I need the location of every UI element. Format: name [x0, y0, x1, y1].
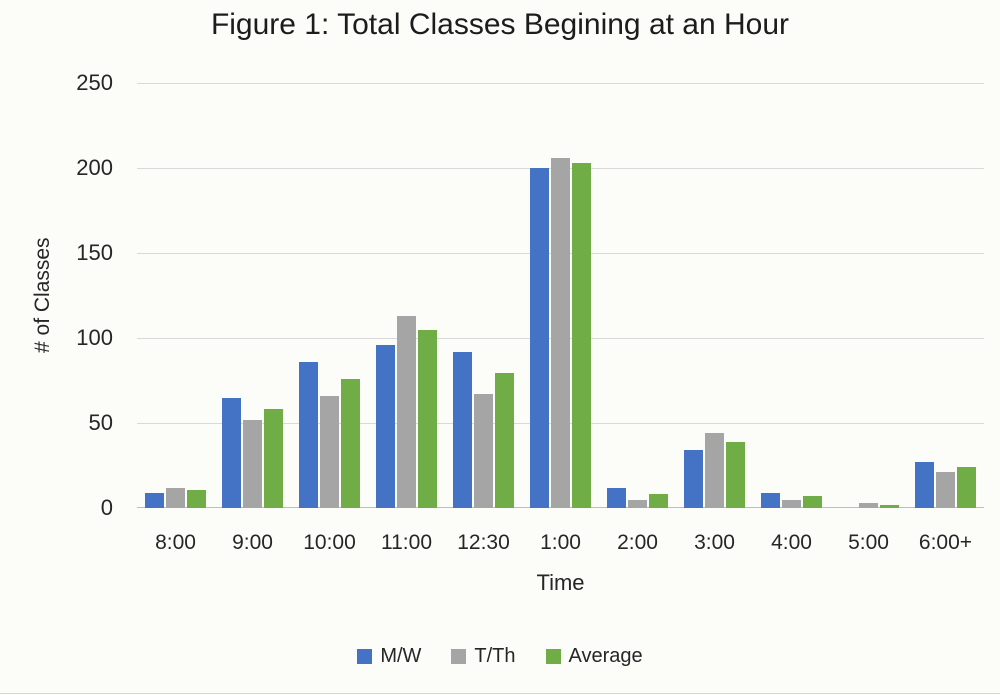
gridline: [137, 83, 984, 84]
bar-group-9-00: [214, 83, 291, 508]
bar-t-th-8-00: [166, 487, 185, 508]
bar-group-11-00: [368, 83, 445, 508]
y-tick-label: 50: [88, 410, 113, 435]
x-tick-label: 9:00: [232, 531, 273, 554]
y-tick-label: 150: [76, 240, 113, 265]
bar-group-6-00: [907, 83, 984, 508]
bar-m-w-1-00: [530, 168, 549, 508]
y-tick-labels: 0 50 100 150 200 250: [0, 72, 113, 519]
bar-average-11-00: [418, 330, 437, 508]
bar-t-th-12-30: [474, 394, 493, 508]
bar-average-2-00: [649, 493, 668, 508]
bar-group-5-00: [830, 83, 907, 508]
bar-group-4-00: [753, 83, 830, 508]
legend-swatch-t-th: [451, 648, 467, 664]
bar-t-th-3-00: [705, 433, 724, 508]
legend-item-m-w: M/W: [357, 645, 421, 668]
bar-average-12-30: [495, 372, 514, 508]
bar-m-w-2-00: [607, 487, 626, 508]
bar-t-th-2-00: [628, 499, 647, 508]
bar-m-w-10-00: [299, 361, 318, 508]
bar-m-w-8-00: [145, 492, 164, 508]
bar-m-w-12-30: [453, 351, 472, 508]
bar-m-w-4-00: [761, 492, 780, 508]
x-tick-label: 8:00: [155, 531, 196, 554]
bar-group-2-00: [599, 83, 676, 508]
bar-t-th-5-00: [859, 502, 878, 508]
x-tick-labels: 8:00 9:00 10:00 11:00 12:30 1:00 2:00 3:00 4:00 5…: [137, 530, 984, 556]
bar-group-1-00: [522, 83, 599, 508]
y-tick-label: 100: [76, 325, 113, 350]
bar-average-1-00: [572, 162, 591, 508]
bar-t-th-10-00: [320, 395, 339, 508]
bar-t-th-1-00: [551, 157, 570, 508]
bar-average-3-00: [726, 441, 745, 508]
bar-average-5-00: [880, 505, 899, 508]
chart-title: Figure 1: Total Classes Begining at an H…: [210, 8, 790, 41]
bar-average-8-00: [187, 490, 206, 508]
bar-m-w-6-00: [915, 462, 934, 508]
bar-group-12-30: [445, 83, 522, 508]
legend-label: T/Th: [474, 644, 516, 667]
x-tick-label: 10:00: [303, 531, 356, 554]
x-tick-label: 1:00: [540, 531, 581, 554]
legend-label: Average: [568, 644, 643, 667]
legend: M/W T/Th Average: [0, 638, 1000, 674]
bar-m-w-9-00: [222, 397, 241, 508]
bar-group-8-00: [137, 83, 214, 508]
bar-t-th-6-00: [936, 472, 955, 508]
bar-group-10-00: [291, 83, 368, 508]
x-tick-label: 6:00+: [918, 531, 973, 554]
legend-item-t-th: T/Th: [451, 644, 516, 668]
bar-average-6-00: [957, 467, 976, 508]
x-tick-label: 11:00: [381, 531, 432, 554]
x-tick-label: 2:00: [617, 531, 658, 554]
plot-area: [137, 83, 984, 508]
image-bottom-border: [0, 693, 1000, 694]
y-tick-label: 250: [76, 70, 113, 95]
y-tick-label: 0: [100, 495, 113, 520]
legend-item-average: Average: [545, 644, 643, 668]
bar-average-9-00: [264, 408, 283, 508]
bar-average-4-00: [803, 496, 822, 508]
bar-m-w-3-00: [684, 450, 703, 508]
legend-swatch-m-w: [357, 648, 373, 664]
legend-swatch-average: [545, 648, 561, 664]
legend-label: M/W: [380, 644, 422, 667]
bar-t-th-4-00: [782, 499, 801, 508]
bar-t-th-11-00: [397, 315, 416, 508]
x-tick-label: 12:30: [457, 531, 510, 554]
x-axis-title: Time: [536, 570, 585, 595]
bar-average-10-00: [341, 378, 360, 508]
bar-groups: [137, 83, 984, 508]
bar-m-w-11-00: [376, 344, 395, 508]
x-tick-label: 3:00: [694, 531, 735, 554]
x-tick-label: 5:00: [848, 531, 889, 554]
bar-group-3-00: [676, 83, 753, 508]
x-tick-label: 4:00: [771, 531, 812, 554]
bar-t-th-9-00: [243, 419, 262, 508]
y-tick-label: 200: [76, 155, 113, 180]
